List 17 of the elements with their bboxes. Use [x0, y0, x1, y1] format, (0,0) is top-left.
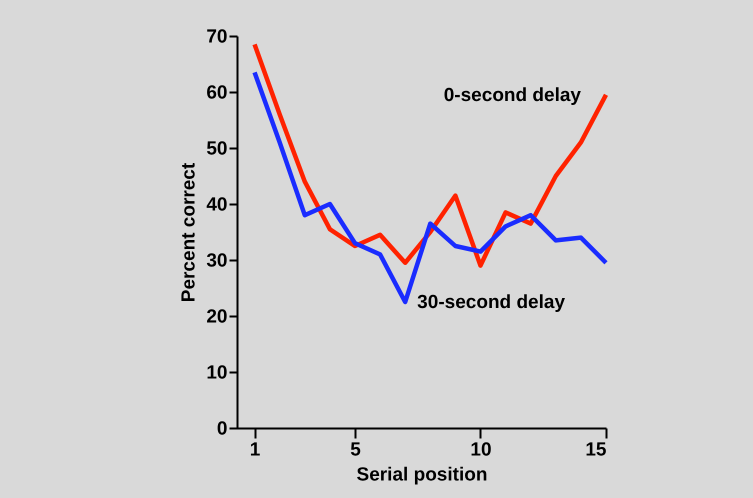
- y-tick-label: 70: [206, 26, 228, 48]
- x-axis-title: Serial position: [356, 464, 488, 486]
- y-axis-title: Percent correct: [178, 162, 200, 302]
- y-tick-label: 30: [206, 250, 228, 272]
- line-series: [252, 42, 608, 268]
- y-tick-label: 0: [216, 418, 228, 440]
- series-label: 0-second delay: [444, 84, 582, 106]
- x-tick-label: 5: [350, 440, 362, 460]
- y-tick-label: 20: [206, 306, 228, 328]
- y-tick-label: 60: [206, 82, 228, 104]
- y-tick-label: 50: [206, 138, 228, 160]
- y-tick-label: 40: [206, 194, 228, 216]
- x-tick-label: 10: [470, 440, 492, 460]
- series-label: 30-second delay: [417, 292, 566, 313]
- x-tick-label: 15: [585, 440, 607, 460]
- y-tick-label: 10: [206, 362, 228, 384]
- x-tick-label: 1: [250, 440, 261, 460]
